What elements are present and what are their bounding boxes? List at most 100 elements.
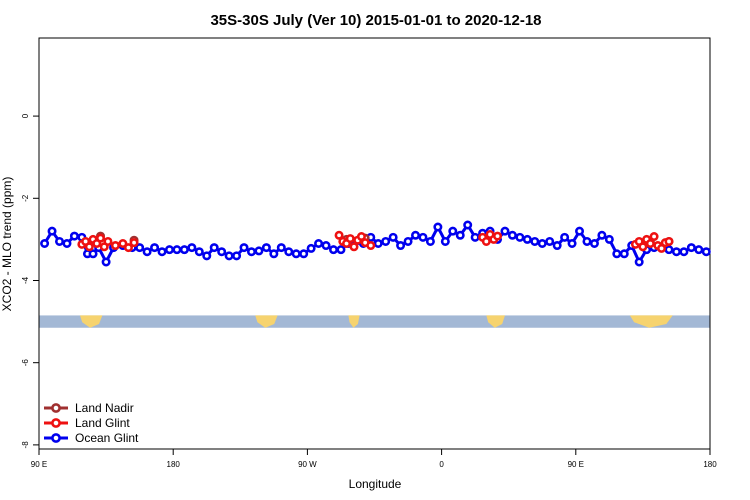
ocean-glint-point [142, 247, 152, 257]
land-glint-series [77, 229, 674, 253]
ocean-glint-point [194, 247, 204, 257]
data-series [40, 220, 711, 267]
ocean-glint-point [381, 236, 391, 246]
ocean-glint-point [470, 232, 480, 242]
land-glint-point [123, 243, 133, 253]
legend-item-ocean-glint: Ocean Glint [44, 431, 139, 445]
legend-swatch-marker [51, 418, 61, 428]
ocean-glint-point [515, 232, 525, 242]
ocean-glint-point [403, 236, 413, 246]
ocean-glint-point [575, 226, 585, 236]
ocean-glint-point [694, 245, 704, 255]
ocean-glint-point [425, 236, 435, 246]
ocean-glint-point [373, 239, 383, 249]
x-tick-label: 180 [703, 460, 717, 469]
map-land-segment [80, 315, 103, 328]
ocean-glint-point [552, 241, 562, 251]
ocean-glint-point [507, 230, 517, 240]
ocean-glint-point [463, 220, 473, 230]
ocean-glint-point [276, 243, 286, 253]
ocean-glint-point [135, 243, 145, 253]
land-glint-point [657, 243, 667, 253]
land-glint-point [349, 242, 359, 252]
y-tick-label: -6 [21, 359, 30, 367]
map-land-segment [486, 315, 505, 328]
land-glint-point [84, 242, 94, 252]
plot-frame [38, 37, 711, 450]
ocean-glint-point [150, 243, 160, 253]
ocean-glint-point [448, 226, 458, 236]
ocean-glint-point [686, 243, 696, 253]
ocean-glint-point [522, 234, 532, 244]
legend-item-land-glint: Land Glint [44, 416, 130, 430]
x-axis-label: Longitude [349, 477, 402, 491]
ocean-glint-point [254, 246, 264, 256]
ocean-glint-point [671, 247, 681, 257]
ocean-glint-point [440, 236, 450, 246]
x-tick-label: 90 W [298, 460, 317, 469]
ocean-glint-point [261, 243, 271, 253]
ocean-glint-point [239, 243, 249, 253]
ocean-glint-point [321, 241, 331, 251]
land-glint-point [345, 234, 355, 244]
map-strip [39, 315, 710, 328]
ocean-glint-point [679, 247, 689, 257]
ocean-glint-point [537, 239, 547, 249]
y-tick-label: 0 [21, 113, 30, 118]
land-glint-point [481, 236, 491, 246]
legend-label: Land Glint [75, 416, 130, 430]
ocean-glint-point [299, 249, 309, 259]
ocean-glint-point [619, 249, 629, 259]
land-glint-point [103, 236, 113, 246]
map-land-segment [255, 315, 278, 328]
ocean-glint-point [224, 251, 234, 261]
land-glint-point [649, 232, 659, 242]
map-land-segment [629, 315, 673, 328]
land-glint-point [118, 239, 128, 249]
land-glint-point [366, 241, 376, 251]
ocean-glint-point [604, 234, 614, 244]
ocean-glint-point [664, 245, 674, 255]
ocean-glint-point [209, 243, 219, 253]
ocean-glint-point [634, 257, 644, 267]
y-axis-label: XCO2 - MLO trend (ppm) [0, 177, 14, 312]
ocean-glint-point [101, 257, 111, 267]
x-tick-label: 0 [439, 460, 444, 469]
ocean-glint-point [69, 231, 79, 241]
land-glint-point [110, 241, 120, 251]
y-tick-label: -2 [21, 194, 30, 202]
land-glint-point [664, 236, 674, 246]
ocean-glint-point [187, 243, 197, 253]
y-axis: 0 -2 -4 -6 -8 [21, 113, 39, 448]
map-ocean-band [39, 315, 710, 328]
ocean-glint-point [328, 245, 338, 255]
ocean-glint-point [172, 245, 182, 255]
ocean-glint-point [88, 249, 98, 259]
land-glint-point [96, 233, 106, 243]
ocean-glint-point [589, 239, 599, 249]
ocean-glint-point [701, 247, 711, 257]
legend-label: Land Nadir [75, 401, 134, 415]
ocean-glint-point [232, 251, 242, 261]
ocean-glint-point [55, 236, 65, 246]
land-glint-point [129, 238, 139, 248]
ocean-glint-point [246, 247, 256, 257]
land-glint-point [493, 231, 503, 241]
ocean-glint-point [291, 249, 301, 259]
ocean-glint-point [388, 232, 398, 242]
x-tick-label: 90 E [568, 460, 584, 469]
ocean-glint-series [40, 220, 711, 267]
ocean-glint-point [455, 230, 465, 240]
land-glint-point [356, 232, 366, 242]
legend-item-land-nadir: Land Nadir [44, 401, 134, 415]
ocean-glint-point [202, 251, 212, 261]
ocean-glint-point [567, 239, 577, 249]
ocean-glint-point [284, 247, 294, 257]
ocean-glint-point [500, 226, 510, 236]
ocean-glint-point [336, 245, 346, 255]
ocean-glint-point [164, 245, 174, 255]
ocean-glint-point [157, 247, 167, 257]
y-tick-label: -4 [21, 276, 30, 284]
